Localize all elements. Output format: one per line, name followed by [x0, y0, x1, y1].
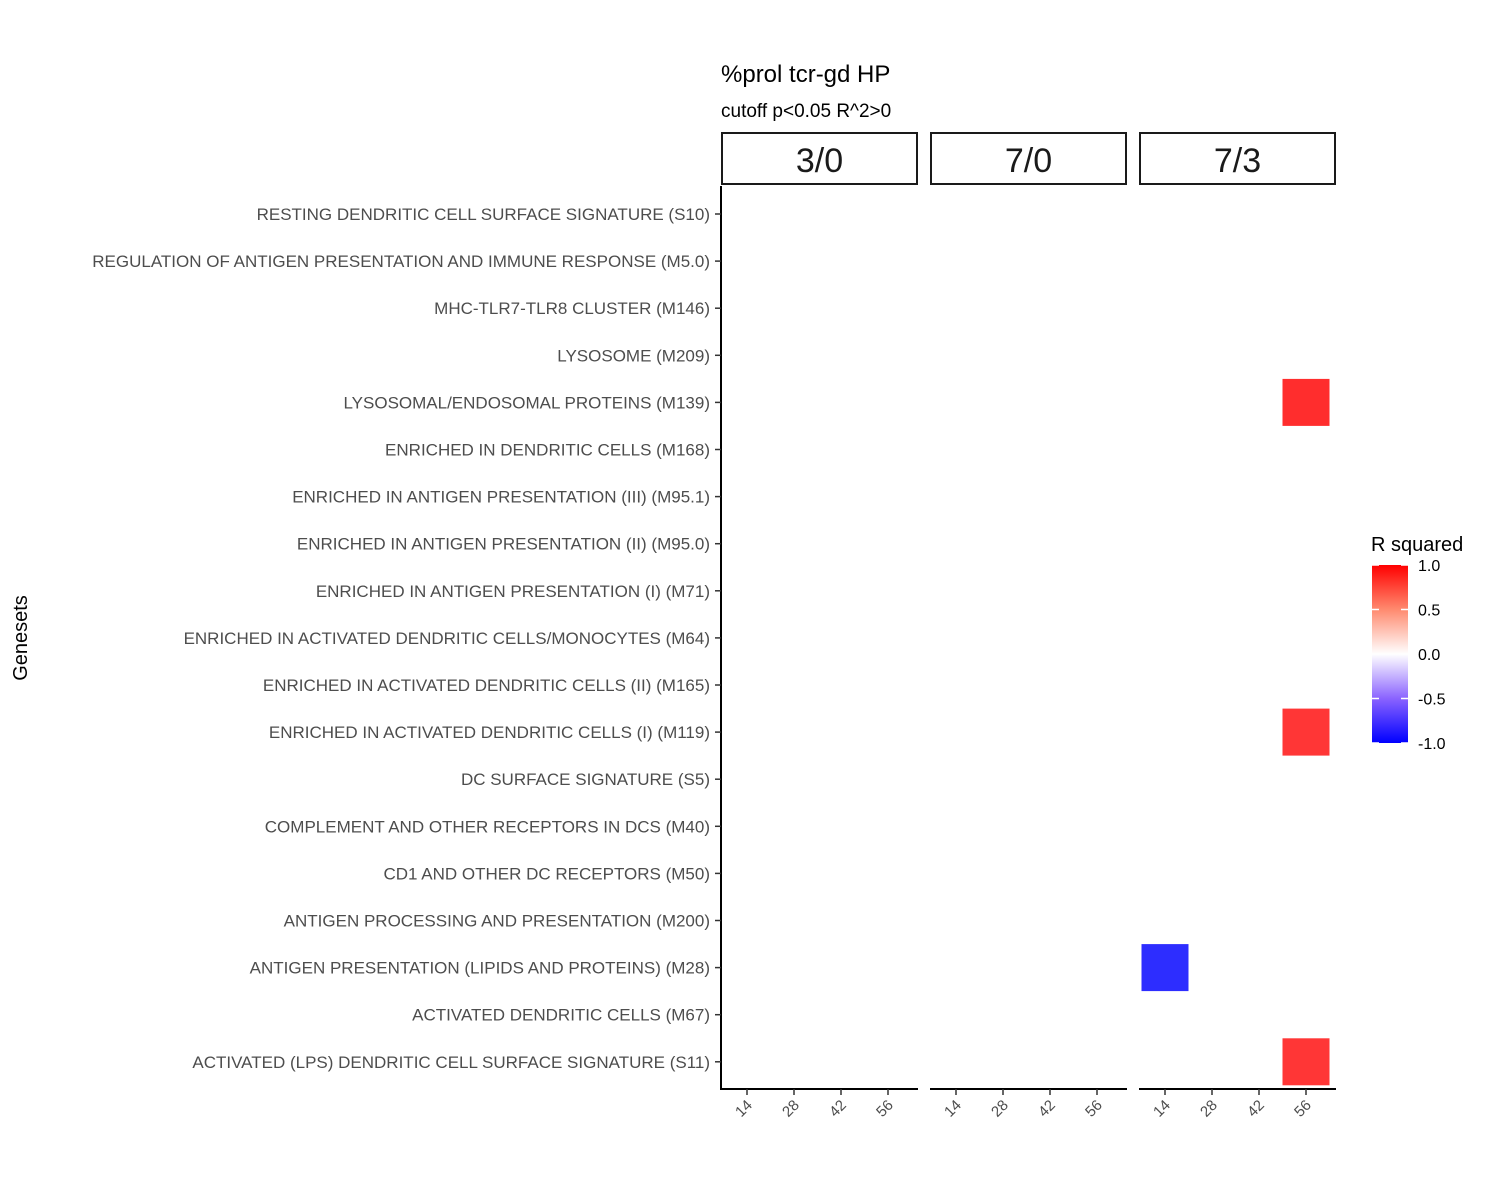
heatmap-cell	[1282, 1038, 1330, 1086]
legend-tick-label: -1.0	[1418, 736, 1446, 753]
x-tick-label: 14	[732, 1097, 756, 1121]
y-tick-label: ENRICHED IN ACTIVATED DENDRITIC CELLS (I…	[269, 723, 710, 742]
x-tick-label: 28	[988, 1097, 1012, 1121]
x-tick-label: 14	[1150, 1097, 1174, 1121]
y-tick-label: RESTING DENDRITIC CELL SURFACE SIGNATURE…	[257, 205, 710, 224]
y-tick-label: COMPLEMENT AND OTHER RECEPTORS IN DCS (M…	[265, 817, 710, 836]
facet-label: 7/0	[1005, 142, 1052, 180]
y-tick-label: ENRICHED IN DENDRITIC CELLS (M168)	[385, 441, 710, 460]
legend-tick-label: 1.0	[1418, 558, 1440, 575]
heatmap-cell	[1282, 708, 1330, 756]
chart-title: %prol tcr-gd HP	[721, 61, 890, 88]
axes	[715, 186, 1336, 1095]
y-tick-label: ACTIVATED (LPS) DENDRITIC CELL SURFACE S…	[192, 1053, 710, 1072]
y-tick-label: LYSOSOME (M209)	[557, 346, 710, 365]
x-tick-labels: 14 28 42 56 14 28 42 56 14 28 42 56	[732, 1097, 1315, 1121]
heatmap-cell	[1282, 378, 1330, 426]
y-tick-label: ENRICHED IN ANTIGEN PRESENTATION (I) (M7…	[316, 582, 710, 601]
y-tick-label: DC SURFACE SIGNATURE (S5)	[461, 770, 710, 789]
facet-strip	[1139, 132, 1336, 185]
y-tick-label: ENRICHED IN ANTIGEN PRESENTATION (II) (M…	[297, 535, 710, 554]
y-tick-label: ENRICHED IN ACTIVATED DENDRITIC CELLS/MO…	[184, 629, 710, 648]
y-tick-label: LYSOSOMAL/ENDOSOMAL PROTEINS (M139)	[343, 393, 710, 412]
y-tick-label: ENRICHED IN ANTIGEN PRESENTATION (III) (…	[292, 488, 710, 507]
facet-strip	[930, 132, 1127, 185]
color-legend: R squared 1.0 0.5 0.0 -0.5 -1.0	[1371, 534, 1463, 753]
facet-label: 3/0	[796, 142, 843, 180]
y-tick-label: ENRICHED IN ACTIVATED DENDRITIC CELLS (I…	[263, 676, 710, 695]
y-axis-title: Genesets	[10, 595, 32, 681]
x-tick-label: 28	[1197, 1097, 1221, 1121]
facet-strips: 3/0 7/0 7/3	[721, 132, 1336, 185]
x-tick-label: 56	[1082, 1097, 1106, 1121]
x-tick-label: 42	[1244, 1097, 1268, 1121]
y-tick-labels: RESTING DENDRITIC CELL SURFACE SIGNATURE…	[92, 205, 710, 1072]
y-tick-label: ANTIGEN PROCESSING AND PRESENTATION (M20…	[284, 912, 710, 931]
x-tick-label: 14	[941, 1097, 965, 1121]
heatmap-cell	[1141, 944, 1189, 992]
x-tick-label: 42	[826, 1097, 850, 1121]
heatmap-cells	[1141, 378, 1330, 1086]
facet-strip	[721, 132, 918, 185]
y-tick-label: MHC-TLR7-TLR8 CLUSTER (M146)	[434, 299, 710, 318]
y-tick-label: CD1 AND OTHER DC RECEPTORS (M50)	[383, 864, 710, 883]
y-tick-label: ANTIGEN PRESENTATION (LIPIDS AND PROTEIN…	[250, 959, 710, 978]
chart-subtitle: cutoff p<0.05 R^2>0	[721, 101, 891, 122]
y-tick-label: REGULATION OF ANTIGEN PRESENTATION AND I…	[92, 252, 710, 271]
x-tick-label: 56	[873, 1097, 897, 1121]
x-tick-label: 42	[1035, 1097, 1059, 1121]
x-tick-label: 28	[779, 1097, 803, 1121]
y-tick-label: ACTIVATED DENDRITIC CELLS (M67)	[412, 1006, 710, 1025]
legend-tick-label: 0.5	[1418, 603, 1440, 620]
facet-label: 7/3	[1214, 142, 1261, 180]
legend-tick-label: -0.5	[1418, 692, 1446, 709]
x-tick-label: 56	[1291, 1097, 1315, 1121]
legend-tick-label: 0.0	[1418, 647, 1440, 664]
legend-ticks: 1.0 0.5 0.0 -0.5 -1.0	[1372, 558, 1446, 753]
legend-title: R squared	[1371, 534, 1463, 556]
